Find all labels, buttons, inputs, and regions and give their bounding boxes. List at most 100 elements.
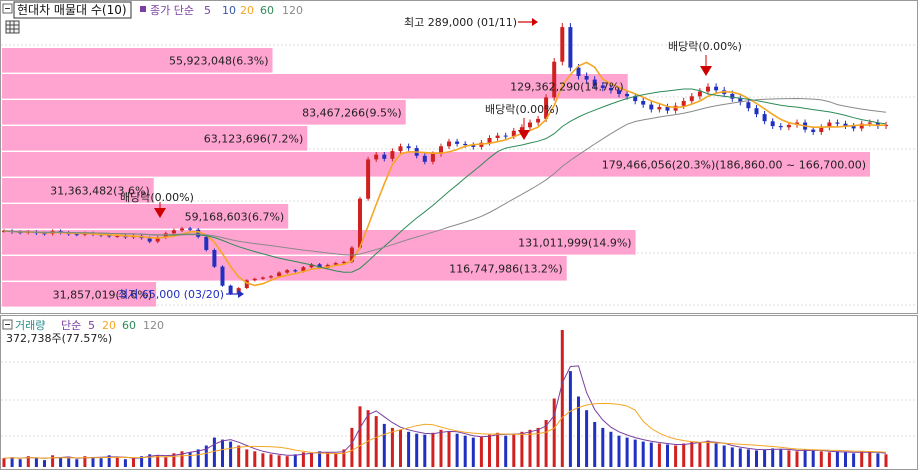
volume-legend-prefix: 단순 (61, 319, 81, 332)
candle-body (754, 108, 759, 115)
candle-body (835, 122, 840, 124)
candle-body (859, 123, 864, 129)
candle-body (665, 107, 670, 111)
high-label: 최고 289,000 (01/11) (404, 16, 517, 29)
candle-body (706, 86, 710, 92)
volume-bar (657, 443, 661, 467)
volume-bar (609, 431, 613, 467)
table-icon[interactable] (5, 20, 20, 34)
candle-body (625, 93, 630, 97)
candle-body (867, 122, 872, 124)
volume-bar (277, 455, 281, 467)
volume-bar (439, 429, 443, 467)
legend-swatch-close (140, 6, 146, 12)
price-candles (2, 23, 888, 295)
profile-bar-6 (2, 178, 154, 203)
volume-bar (819, 451, 823, 467)
volume-bar (625, 437, 629, 467)
volume-bar (51, 455, 55, 467)
volume-bar (26, 456, 30, 467)
profile-label-3: 83,467,266(9.5%) (302, 106, 402, 119)
profile-label-8: 131,011,999(14.9%) (518, 236, 632, 249)
volume-bar (407, 431, 411, 467)
volume-bar (382, 423, 386, 467)
volume-legend-60: 60 (122, 319, 136, 332)
profile-bar-2 (2, 74, 628, 99)
profile-label-4: 63,123,696(7.2%) (204, 132, 304, 145)
volume-bar (811, 450, 815, 467)
volume-bar (123, 459, 127, 467)
candle-body (252, 278, 257, 281)
profile-bar-1 (2, 48, 273, 73)
volume-bar (310, 453, 313, 467)
candle-body (811, 129, 816, 132)
candle-body (293, 270, 298, 272)
volume-bar (204, 445, 208, 467)
volume-profile (2, 48, 870, 307)
dividend-arrow-3 (700, 66, 712, 76)
candle-body (301, 267, 306, 272)
candle-body (592, 79, 597, 86)
volume-bar (577, 396, 580, 467)
profile-bar-3 (2, 100, 406, 125)
candle-body (196, 229, 201, 237)
candle-body (843, 123, 848, 127)
candle-body (398, 146, 403, 152)
volume-bar (188, 452, 192, 467)
volume-bars (2, 330, 888, 468)
volume-bar (399, 429, 402, 467)
candle-body (358, 198, 362, 248)
legend-ma-5: 5 (204, 4, 211, 17)
volume-bar (253, 451, 257, 467)
volume-bar (237, 445, 241, 467)
volume-bar (674, 445, 678, 467)
candle-body (487, 138, 492, 143)
candle-body (600, 85, 605, 88)
volume-bar (844, 452, 847, 467)
candle-body (212, 250, 217, 267)
dividend-label-1: 배당락(0.00%) (120, 191, 194, 204)
volume-bar (18, 459, 22, 467)
profile-label-5: 179,466,056(20.3%)(186,860.00 ~ 166,700.… (602, 158, 866, 171)
volume-bar (471, 437, 475, 467)
title-box[interactable] (13, 1, 132, 19)
candle-body (770, 121, 775, 127)
candle-body (171, 230, 176, 234)
candle-body (74, 234, 79, 236)
candle-body (552, 61, 557, 98)
volume-bar (261, 453, 265, 467)
volume-bar (876, 453, 880, 467)
volume-bar (722, 445, 726, 467)
volume-bar (59, 457, 63, 467)
volume-bar (221, 439, 224, 467)
legend-ma-120: 120 (282, 4, 303, 17)
volume-bar (164, 457, 168, 467)
volume-bar (34, 458, 38, 467)
candle-body (875, 122, 880, 127)
volume-bar (301, 452, 305, 467)
volume-bar (593, 422, 597, 467)
volume-bar (738, 448, 742, 467)
profile-label-9: 116,747,986(13.2%) (449, 262, 563, 275)
legend-ma-10: 10 (222, 4, 236, 17)
candle-body (495, 135, 500, 138)
profile-label-2: 129,362,290(14.7%) (510, 80, 624, 93)
volume-bar (91, 457, 95, 467)
candle-body (608, 87, 613, 91)
candle-body (681, 101, 686, 106)
volume-bar (132, 458, 135, 467)
candle-body (269, 276, 273, 278)
candle-body (42, 233, 47, 235)
candle-body (503, 135, 508, 137)
legend-ma-60: 60 (260, 4, 274, 17)
candle-body (228, 285, 233, 294)
volume-bar (342, 449, 346, 467)
candle-body (617, 90, 621, 94)
volume-bar (649, 442, 653, 467)
chart-title: 현대차 매물대 수(10) (17, 3, 127, 17)
volume-bar (326, 452, 330, 467)
volume-bar (212, 437, 216, 467)
volume-bar (43, 460, 46, 467)
volume-title: 거래량 (15, 319, 45, 332)
volume-bar (666, 444, 669, 467)
